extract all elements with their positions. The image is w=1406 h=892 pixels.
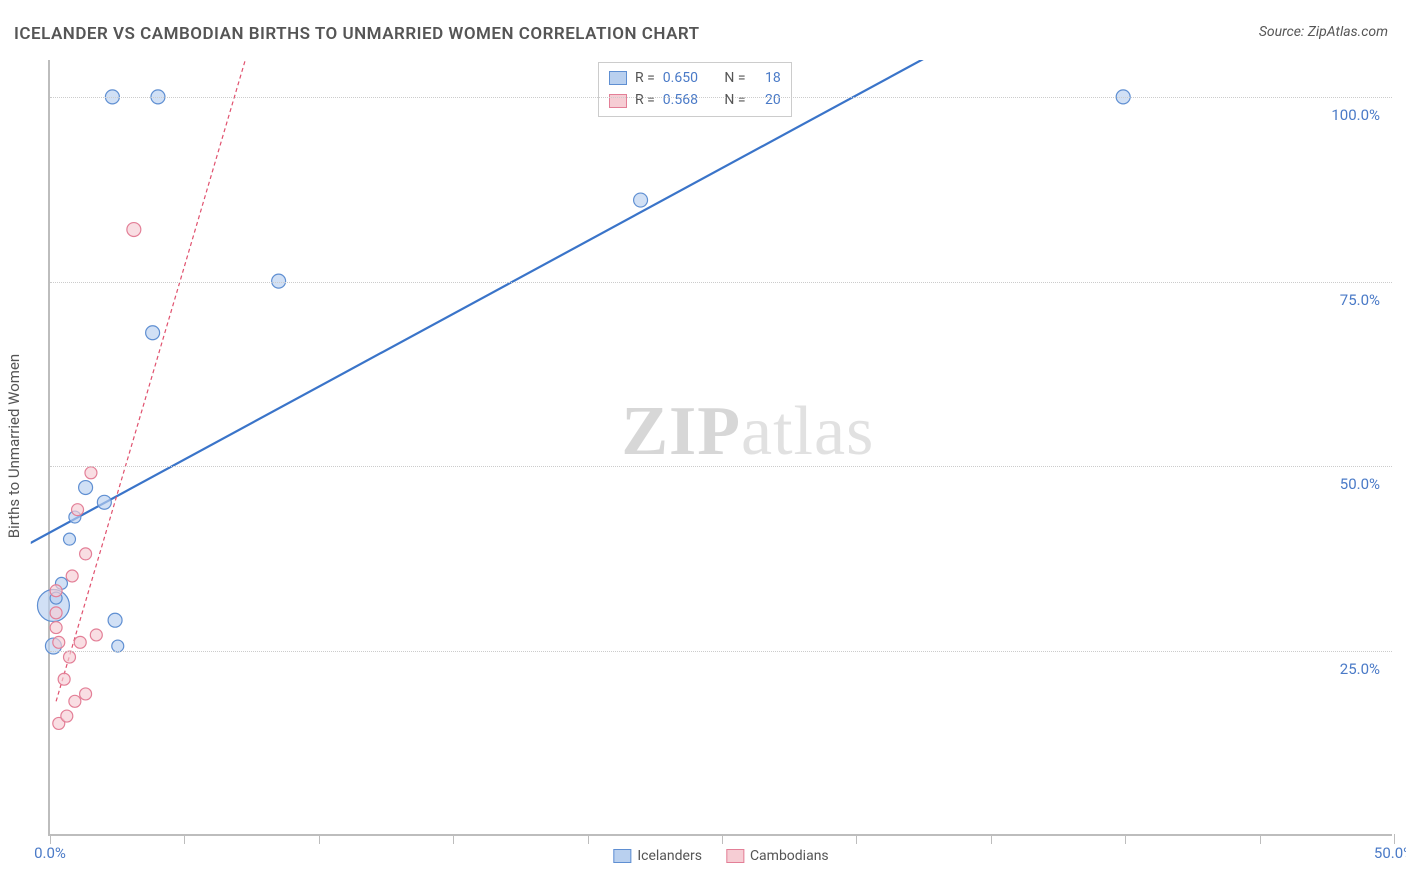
xtick [1125,834,1126,844]
legend-swatch [609,94,627,108]
data-point [146,326,160,340]
stats-legend: R = 0.650 N = 18R = 0.568 N = 20 [598,62,792,117]
legend-label: Cambodians [750,848,829,864]
legend-swatch [609,71,627,85]
xtick [722,834,723,844]
data-point [80,548,92,560]
y-axis-label: Births to Unmarried Women [5,354,23,538]
xtick-label: 0.0% [34,844,66,862]
gridline-h [50,97,1392,98]
plot-area: ZIPatlas R = 0.650 N = 18R = 0.568 N = 2… [48,60,1392,836]
n-value: 18 [765,67,781,89]
xtick [50,834,51,844]
ytick-label: 75.0% [1340,291,1380,309]
r-value: 0.568 [663,89,698,111]
stats-row: R = 0.568 N = 20 [609,89,781,111]
legend-swatch [613,849,631,863]
scatter-overlay [50,60,1392,834]
ytick-label: 50.0% [1340,475,1380,493]
data-point [74,636,86,648]
data-point [90,629,102,641]
xtick [1394,834,1395,844]
n-label: N = [724,89,745,111]
data-point [85,467,97,479]
data-point [112,640,124,652]
data-point [80,688,92,700]
gridline-h [50,282,1392,283]
stats-row: R = 0.650 N = 18 [609,67,781,89]
data-point [79,481,93,495]
xtick [453,834,454,844]
data-point [61,710,73,722]
data-point [50,585,62,597]
data-point [97,495,111,509]
data-point [72,504,84,516]
data-point [66,570,78,582]
trend-line [56,38,252,701]
xtick [991,834,992,844]
xtick [184,834,185,844]
data-point [127,223,141,237]
data-point [64,651,76,663]
source-attribution: Source: ZipAtlas.com [1259,24,1388,40]
data-point [58,673,70,685]
ytick-label: 25.0% [1340,660,1380,678]
data-point [50,607,62,619]
xtick [319,834,320,844]
chart-container: ICELANDER VS CAMBODIAN BIRTHS TO UNMARRI… [0,0,1406,892]
gridline-h [50,651,1392,652]
data-point [108,613,122,627]
data-point [50,622,62,634]
legend-swatch [726,849,744,863]
legend-item: Cambodians [726,848,829,864]
xtick [588,834,589,844]
xtick [1260,834,1261,844]
series-legend: Icelanders Cambodians [613,848,828,864]
legend-label: Icelanders [637,848,702,864]
data-point [634,193,648,207]
r-label: R = [635,89,655,111]
xtick [856,834,857,844]
n-value: 20 [765,89,781,111]
r-value: 0.650 [663,67,698,89]
r-label: R = [635,67,655,89]
xtick-label: 50.0% [1374,844,1406,862]
data-point [64,533,76,545]
trend-line [24,38,962,547]
data-point [53,636,65,648]
data-point [69,695,81,707]
ytick-label: 100.0% [1331,106,1380,124]
n-label: N = [724,67,745,89]
legend-item: Icelanders [613,848,702,864]
chart-title: ICELANDER VS CAMBODIAN BIRTHS TO UNMARRI… [14,24,700,44]
gridline-h [50,466,1392,467]
